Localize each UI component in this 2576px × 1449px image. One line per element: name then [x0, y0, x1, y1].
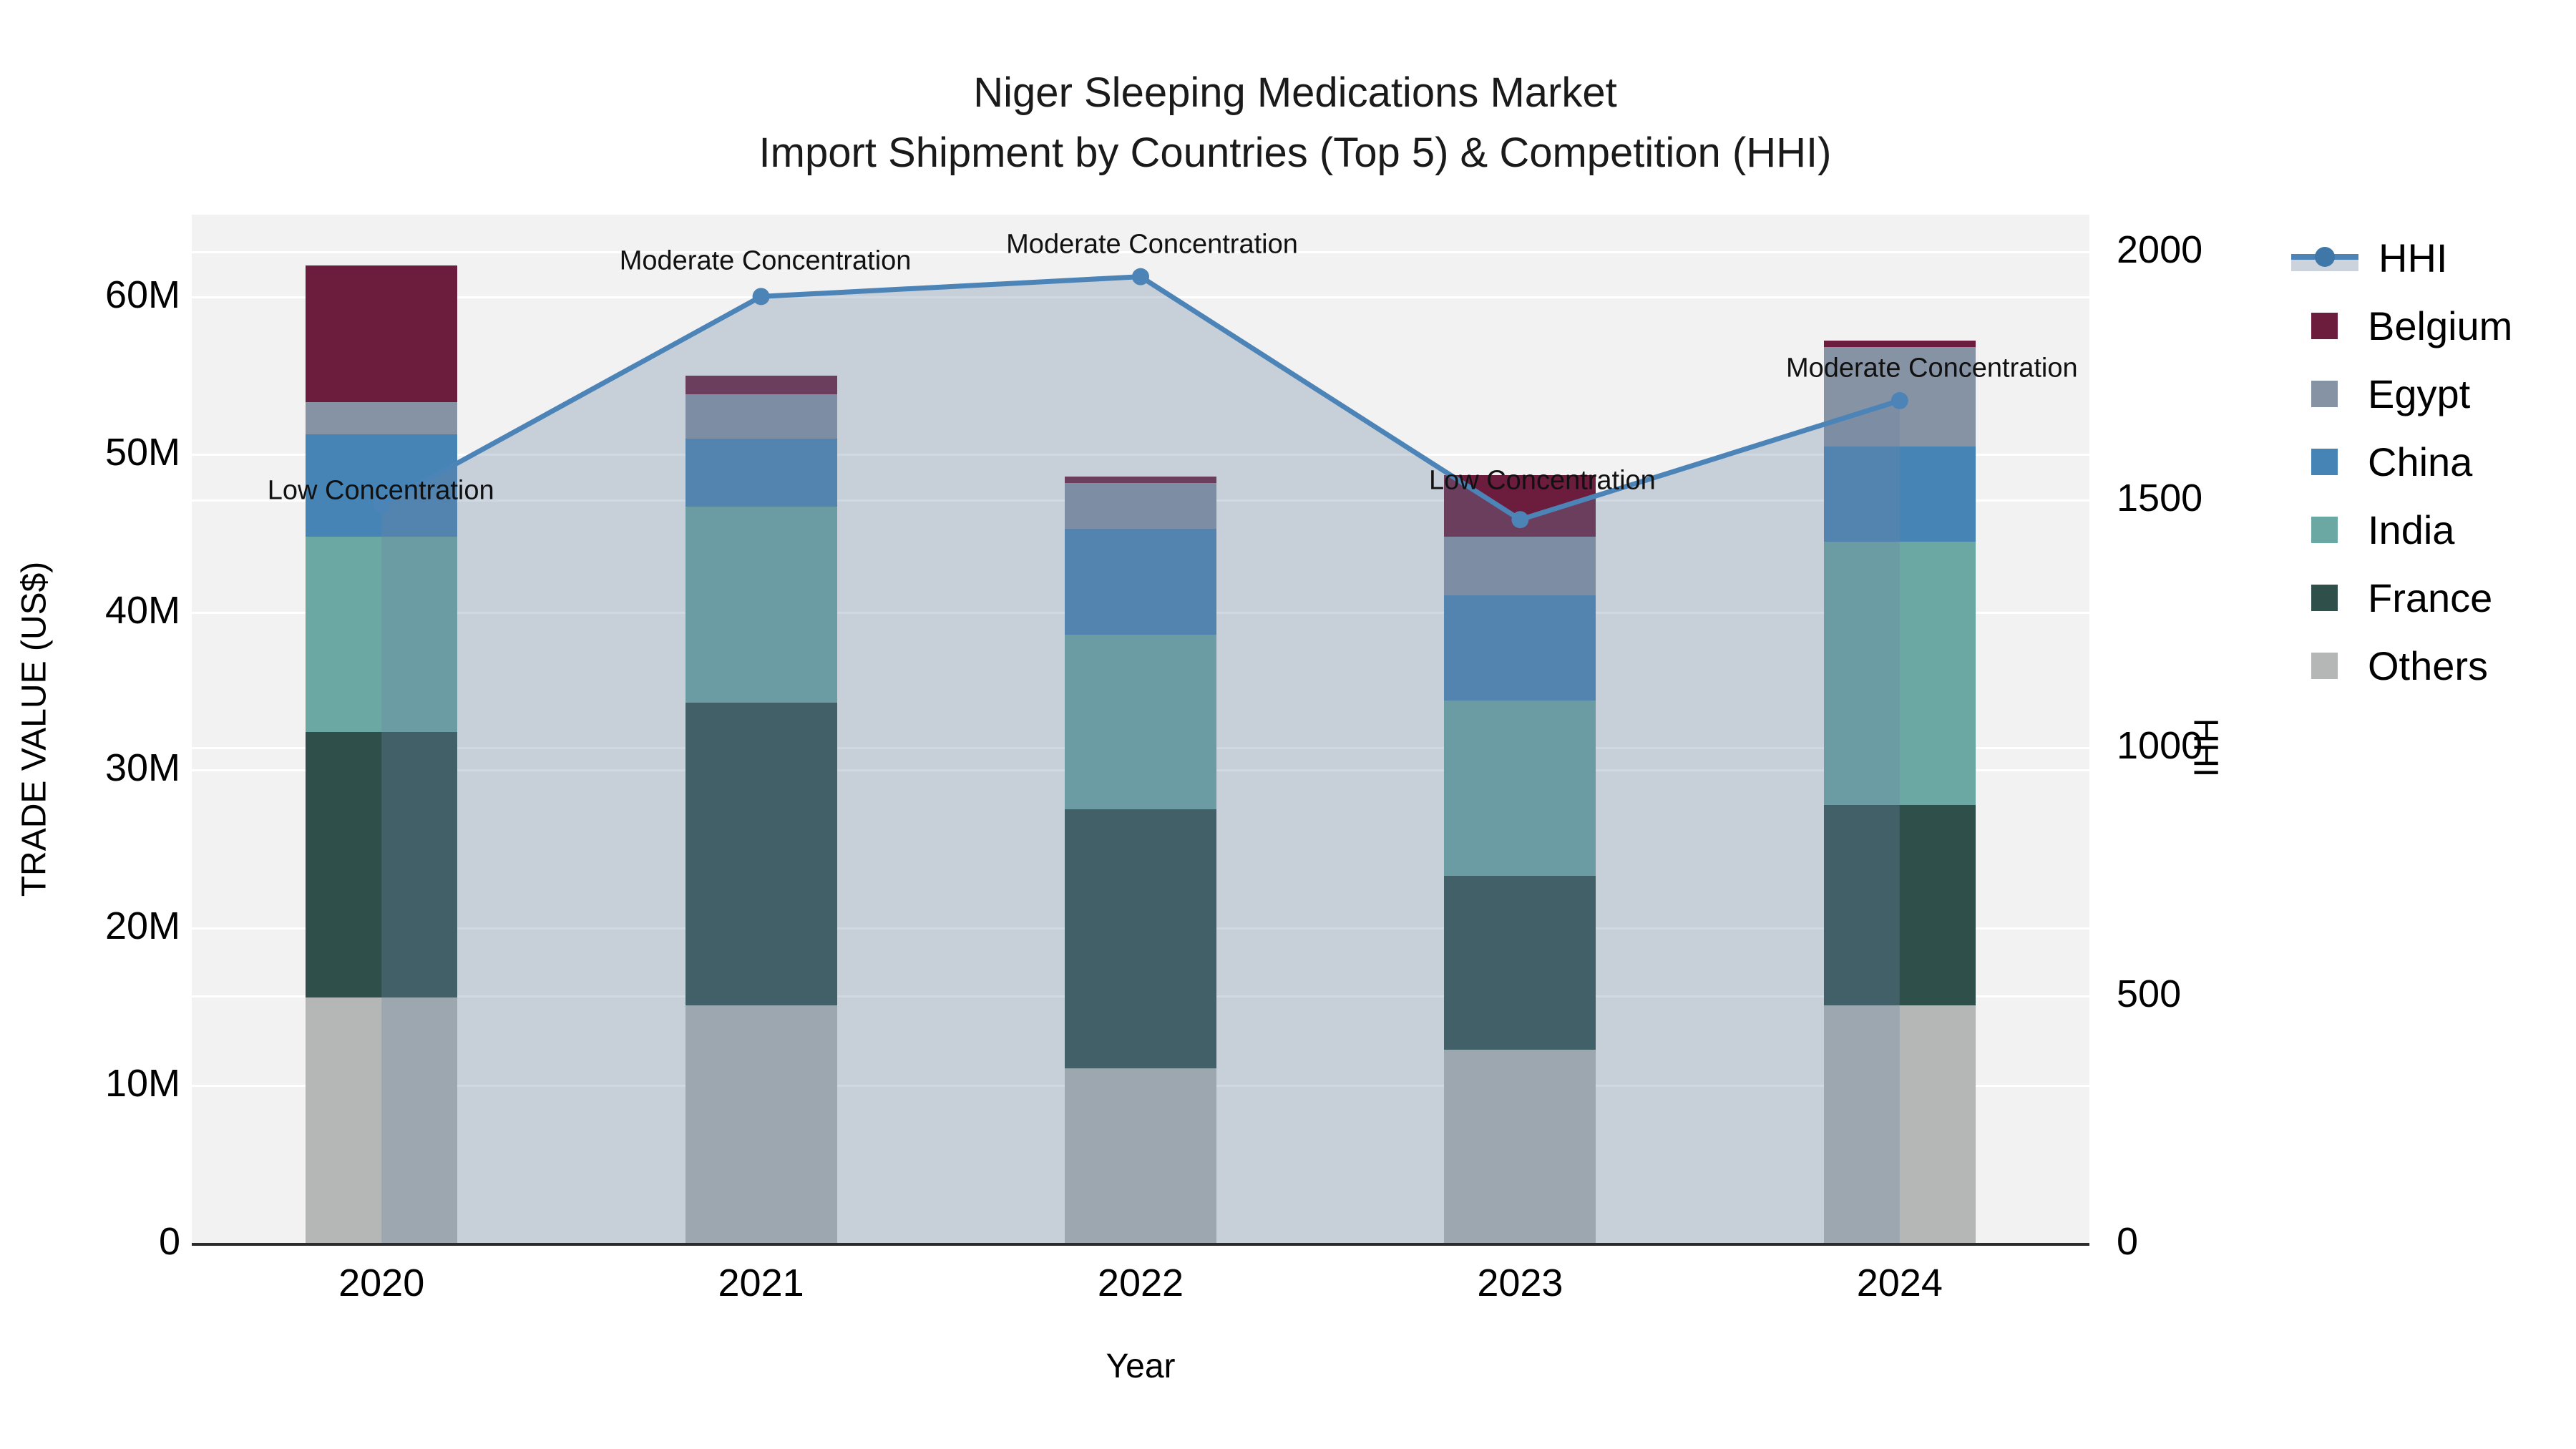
- bar-segment-egypt-2022: [1065, 482, 1216, 529]
- gridline-left-60: [192, 296, 2089, 298]
- bar-segment-india-2024: [1823, 541, 1976, 805]
- legend-item-france[interactable]: France: [2291, 575, 2492, 621]
- bar-segment-belgium-2024: [1823, 341, 1976, 348]
- legend-swatch-india: [2311, 517, 2338, 543]
- legend-label-china: China: [2368, 439, 2473, 484]
- legend-item-china[interactable]: China: [2291, 439, 2472, 485]
- bar-segment-others-2021: [685, 1005, 837, 1244]
- legend-label-others: Others: [2368, 643, 2489, 688]
- legend-item-others[interactable]: Others: [2291, 643, 2488, 689]
- legend-label-hhi: HHI: [2379, 235, 2448, 280]
- bar-segment-belgium-2020: [306, 265, 458, 403]
- x-tick-2021: 2021: [718, 1262, 804, 1304]
- y-right-tick-1000: 1000: [2117, 724, 2203, 767]
- y-left-tick-60M: 60M: [104, 273, 180, 316]
- bar-segment-belgium-2021: [685, 375, 837, 395]
- bar-segment-china-2024: [1823, 447, 1976, 542]
- bar-segment-france-2024: [1823, 804, 1976, 1005]
- bar-segment-others-2022: [1065, 1068, 1216, 1244]
- bar-segment-india-2023: [1444, 701, 1596, 877]
- bar-segment-egypt-2020: [306, 402, 458, 434]
- legend-label-india: India: [2368, 507, 2455, 552]
- y-right-tick-1500: 1500: [2117, 476, 2203, 519]
- bar-segment-india-2020: [306, 536, 458, 733]
- bar-segment-egypt-2023: [1444, 536, 1596, 595]
- legend-item-egypt[interactable]: Egypt: [2291, 371, 2470, 417]
- bar-segment-belgium-2022: [1065, 477, 1216, 483]
- legend-label-belgium: Belgium: [2368, 303, 2513, 348]
- legend-item-belgium[interactable]: Belgium: [2291, 303, 2512, 349]
- bar-segment-egypt-2021: [685, 394, 837, 439]
- bar-segment-india-2021: [685, 507, 837, 703]
- annotation-2024: Moderate Concentration: [1785, 353, 2078, 384]
- x-tick-2020: 2020: [338, 1262, 425, 1304]
- bar-segment-china-2020: [306, 434, 458, 537]
- bar-segment-france-2020: [306, 732, 458, 997]
- annotation-2020: Low Concentration: [267, 475, 494, 506]
- legend-hhi-marker-icon: [2315, 246, 2335, 267]
- gridline-left-50: [192, 454, 2089, 457]
- y-left-tick-40M: 40M: [104, 588, 180, 632]
- legend-swatch-belgium: [2311, 313, 2338, 339]
- bar-segment-france-2022: [1065, 809, 1216, 1069]
- legend-label-france: France: [2368, 575, 2493, 620]
- bar-segment-france-2023: [1444, 876, 1596, 1050]
- legend-label-egypt: Egypt: [2368, 371, 2471, 416]
- legend-item-india[interactable]: India: [2291, 507, 2454, 553]
- hhi-marker-2020: [373, 496, 391, 514]
- bar-segment-france-2021: [685, 702, 837, 1005]
- legend-swatch-china: [2311, 449, 2338, 475]
- x-axis-title: Year: [1106, 1347, 1176, 1385]
- annotation-2023: Low Concentration: [1428, 465, 1656, 496]
- chart-title: Niger Sleeping Medications Market Import…: [0, 63, 2576, 183]
- legend-swatch-france: [2311, 585, 2338, 611]
- legend-hhi-line-icon: [2291, 244, 2358, 273]
- bar-segment-china-2023: [1444, 595, 1596, 701]
- legend-swatch-egypt: [2311, 381, 2338, 407]
- hhi-area-fill: [381, 276, 1900, 1244]
- hhi-marker-2021: [752, 288, 770, 306]
- x-tick-2023: 2023: [1477, 1262, 1563, 1304]
- legend-item-hhi[interactable]: HHI: [2291, 235, 2447, 281]
- y-left-tick-50M: 50M: [104, 431, 180, 474]
- bar-segment-others-2020: [306, 997, 458, 1244]
- bar-segment-others-2024: [1823, 1005, 1976, 1244]
- y-right-tick-0: 0: [2117, 1220, 2139, 1263]
- y-right-tick-2000: 2000: [2117, 228, 2203, 271]
- hhi-marker-2024: [1890, 391, 1908, 409]
- bar-segment-china-2021: [685, 439, 837, 507]
- y-axis-right-title: HHI: [2186, 718, 2225, 778]
- x-axis-line: [192, 1243, 2089, 1246]
- y-left-tick-10M: 10M: [104, 1062, 180, 1106]
- chart-title-line2: Import Shipment by Countries (Top 5) & C…: [758, 130, 1832, 176]
- y-axis-left-title: TRADE VALUE (US$): [15, 561, 54, 897]
- y-left-tick-0: 0: [158, 1220, 180, 1263]
- x-tick-2024: 2024: [1856, 1262, 1943, 1304]
- bar-segment-china-2022: [1065, 528, 1216, 635]
- x-tick-2022: 2022: [1097, 1262, 1184, 1304]
- y-right-tick-500: 500: [2117, 972, 2182, 1015]
- annotation-2022: Moderate Concentration: [1006, 229, 1298, 260]
- y-left-tick-30M: 30M: [104, 746, 180, 790]
- hhi-marker-2022: [1132, 268, 1149, 286]
- legend-swatch-others: [2311, 653, 2338, 679]
- chart-title-line1: Niger Sleeping Medications Market: [973, 69, 1617, 116]
- bar-segment-others-2023: [1444, 1049, 1596, 1244]
- y-left-tick-20M: 20M: [104, 904, 180, 947]
- bar-segment-india-2022: [1065, 634, 1216, 810]
- gridline-right-2000: [192, 251, 2089, 253]
- annotation-2021: Moderate Concentration: [619, 245, 912, 276]
- hhi-marker-2023: [1511, 511, 1529, 529]
